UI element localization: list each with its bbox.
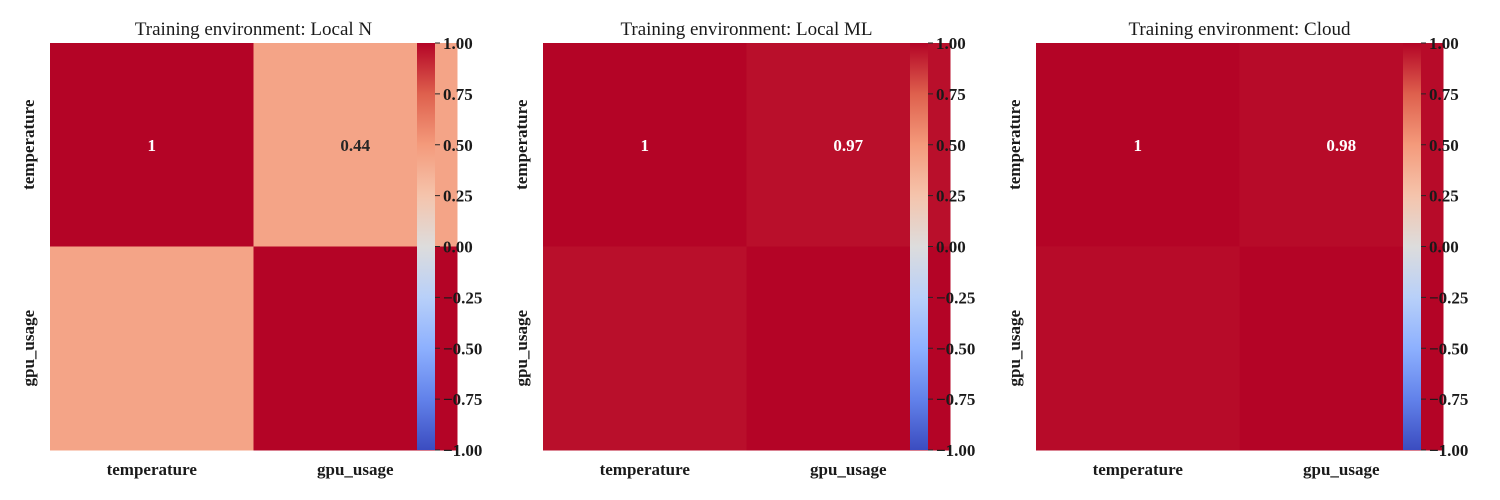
x-tick-label: gpu_usage <box>810 460 887 479</box>
heatmap-cell <box>50 246 254 451</box>
colorbar-tick-label: 0.25 <box>443 187 473 206</box>
heatmap-panel-1: Training environment: Local N 1 0.44 temper… <box>19 19 482 479</box>
colorbar-tick-label: 0.50 <box>443 136 473 155</box>
panel-title: Training environment: Local ML <box>620 19 872 40</box>
heatmap-panel-3: Training environment: Cloud 1 0.98 temperat… <box>1005 19 1468 479</box>
colorbar-tick-label: −0.50 <box>1429 339 1468 358</box>
colorbar-tick-label: 0.75 <box>936 85 966 104</box>
cell-annotation: 1 <box>641 136 650 155</box>
colorbar-tick-label: −0.75 <box>1429 390 1468 409</box>
x-tick-label: temperature <box>107 460 198 479</box>
colorbar <box>910 43 928 450</box>
colorbar-tick-label: −0.75 <box>443 390 482 409</box>
colorbar-tick-label: −0.50 <box>443 339 482 358</box>
panel-title: Training environment: Local N <box>135 19 373 40</box>
colorbar-tick-label: 0.75 <box>443 85 473 104</box>
y-tick-label: gpu_usage <box>1005 310 1024 387</box>
y-tick-label: gpu_usage <box>19 310 38 387</box>
colorbar <box>417 43 435 450</box>
y-tick-label: temperature <box>512 99 531 190</box>
y-tick-label: gpu_usage <box>512 310 531 387</box>
x-tick-label: temperature <box>600 460 691 479</box>
x-tick-label: gpu_usage <box>317 460 394 479</box>
cell-annotation: 1 <box>1134 136 1143 155</box>
colorbar-tick-label: −1.00 <box>443 441 482 460</box>
colorbar-tick-label: −0.25 <box>1429 288 1468 307</box>
colorbar-tick-label: 0.75 <box>1429 85 1459 104</box>
colorbar <box>1403 43 1421 450</box>
colorbar-tick-label: 1.00 <box>443 34 473 53</box>
colorbar-tick-label: 0.00 <box>443 238 473 257</box>
cell-annotation: 0.44 <box>340 136 370 155</box>
x-tick-label: gpu_usage <box>1303 460 1380 479</box>
y-tick-label: temperature <box>19 99 38 190</box>
colorbar-tick-label: −1.00 <box>1429 441 1468 460</box>
y-tick-label: temperature <box>1005 99 1024 190</box>
colorbar-tick-label: 0.50 <box>936 136 966 155</box>
heatmap-cell <box>543 43 747 247</box>
heatmap-cell <box>1036 43 1240 247</box>
colorbar-tick-label: 1.00 <box>1429 34 1459 53</box>
colorbar-tick-label: −0.25 <box>936 288 975 307</box>
cell-annotation: 1 <box>148 136 157 155</box>
colorbar-tick-label: −0.75 <box>936 390 975 409</box>
colorbar-tick-label: 0.25 <box>1429 187 1459 206</box>
heatmap-cell <box>543 246 747 451</box>
colorbar-tick-label: 0.25 <box>936 187 966 206</box>
panel-title: Training environment: Cloud <box>1128 19 1351 40</box>
colorbar-tick-label: −1.00 <box>936 441 975 460</box>
heatmap-panel-2: Training environment: Local ML 1 0.97 tempe… <box>512 19 975 479</box>
colorbar-tick-label: −0.50 <box>936 339 975 358</box>
heatmap-cell <box>50 43 254 247</box>
colorbar-tick-label: 1.00 <box>936 34 966 53</box>
heatmap-cell <box>1036 246 1240 451</box>
colorbar-tick-label: −0.25 <box>443 288 482 307</box>
cell-annotation: 0.98 <box>1326 136 1356 155</box>
colorbar-tick-label: 0.50 <box>1429 136 1459 155</box>
colorbar-tick-label: 0.00 <box>936 238 966 257</box>
colorbar-tick-label: 0.00 <box>1429 238 1459 257</box>
cell-annotation: 0.97 <box>833 136 863 155</box>
x-tick-label: temperature <box>1093 460 1184 479</box>
